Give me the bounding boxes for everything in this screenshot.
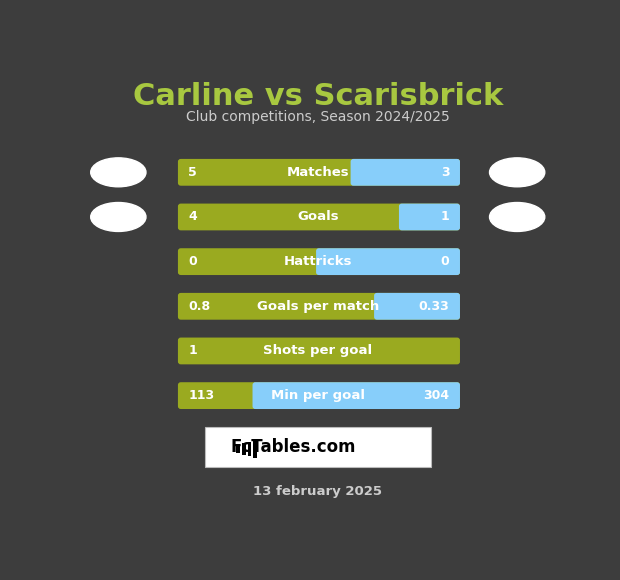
Text: 4: 4 xyxy=(188,211,197,223)
Ellipse shape xyxy=(91,202,146,231)
Text: 0.33: 0.33 xyxy=(418,300,449,313)
FancyBboxPatch shape xyxy=(178,293,460,320)
FancyBboxPatch shape xyxy=(353,162,363,183)
Ellipse shape xyxy=(91,158,146,187)
FancyBboxPatch shape xyxy=(178,159,460,186)
Text: Shots per goal: Shots per goal xyxy=(263,345,373,357)
Text: Hattricks: Hattricks xyxy=(283,255,352,268)
Text: 1: 1 xyxy=(441,211,450,223)
FancyBboxPatch shape xyxy=(377,296,387,317)
FancyBboxPatch shape xyxy=(319,251,329,273)
Ellipse shape xyxy=(490,202,545,231)
FancyBboxPatch shape xyxy=(236,445,240,453)
FancyBboxPatch shape xyxy=(252,382,460,409)
Text: Goals: Goals xyxy=(297,211,339,223)
FancyBboxPatch shape xyxy=(350,159,460,186)
Text: 1: 1 xyxy=(188,345,197,357)
FancyBboxPatch shape xyxy=(242,443,246,455)
FancyBboxPatch shape xyxy=(178,382,460,409)
FancyBboxPatch shape xyxy=(247,442,252,456)
FancyBboxPatch shape xyxy=(178,338,460,364)
Text: 113: 113 xyxy=(188,389,215,402)
Text: 13 february 2025: 13 february 2025 xyxy=(253,485,383,498)
FancyBboxPatch shape xyxy=(254,440,257,458)
FancyBboxPatch shape xyxy=(402,206,409,228)
Text: 0: 0 xyxy=(441,255,450,268)
FancyBboxPatch shape xyxy=(178,248,460,275)
FancyBboxPatch shape xyxy=(205,427,431,467)
Text: Matches: Matches xyxy=(286,166,349,179)
FancyBboxPatch shape xyxy=(178,204,460,230)
Text: 0: 0 xyxy=(188,255,197,268)
Ellipse shape xyxy=(490,158,545,187)
Text: FcTables.com: FcTables.com xyxy=(231,438,356,456)
FancyBboxPatch shape xyxy=(255,385,265,407)
Text: Club competitions, Season 2024/2025: Club competitions, Season 2024/2025 xyxy=(186,110,450,124)
Text: 304: 304 xyxy=(423,389,450,402)
Text: 5: 5 xyxy=(188,166,197,179)
FancyBboxPatch shape xyxy=(399,204,460,230)
FancyBboxPatch shape xyxy=(316,248,460,275)
Text: 0.8: 0.8 xyxy=(188,300,211,313)
Text: Min per goal: Min per goal xyxy=(271,389,365,402)
Text: Carline vs Scarisbrick: Carline vs Scarisbrick xyxy=(133,82,503,111)
Text: 3: 3 xyxy=(441,166,450,179)
Text: Goals per match: Goals per match xyxy=(257,300,379,313)
FancyBboxPatch shape xyxy=(374,293,460,320)
